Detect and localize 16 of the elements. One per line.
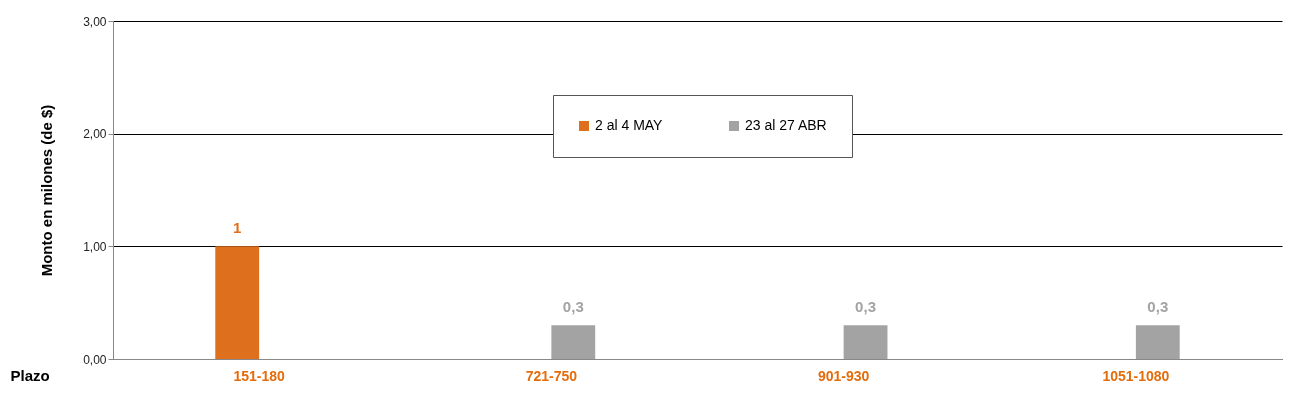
x-tick-label: 901-930	[817, 367, 870, 384]
legend-label: 2 al 4 MAY	[595, 117, 664, 133]
x-tick-label: 721-750	[525, 367, 578, 384]
y-tick-label: 2,00	[83, 127, 107, 142]
y-tick-label: 1,00	[83, 239, 107, 254]
x-tick-label: 1051-1080	[1102, 367, 1170, 384]
y-tick-label: 3,00	[83, 14, 107, 29]
x-axis-title: Plazo	[10, 366, 50, 384]
data-label: 1	[233, 219, 242, 237]
x-tick-label: 151-180	[233, 367, 286, 384]
legend-label: 23 al 27 ABR	[745, 117, 827, 133]
data-label: 0,3	[1147, 298, 1169, 316]
data-label: 0,3	[855, 298, 876, 316]
data-label: 0,3	[562, 298, 584, 316]
y-axis-title: Monto en milones (de $)	[38, 104, 56, 277]
y-tick-label: 0,00	[83, 352, 107, 367]
